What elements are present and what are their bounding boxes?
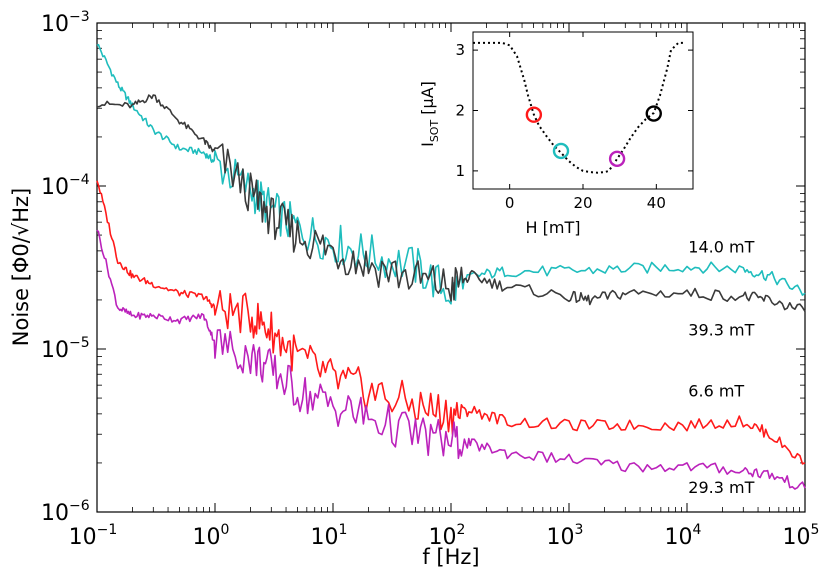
inset-y-label-main: I bbox=[418, 142, 437, 147]
inset-x-axis-label: H [mT] bbox=[526, 218, 581, 237]
tick-exponent: −6 bbox=[69, 498, 90, 514]
inset-dotted-curve bbox=[473, 41, 686, 174]
main-series-group bbox=[96, 43, 806, 490]
tick-exponent: 1 bbox=[339, 522, 348, 538]
x-tick-label: 103 bbox=[547, 522, 584, 550]
tick-exponent: 4 bbox=[693, 522, 702, 538]
inset-x-tick-label: 20 bbox=[573, 194, 592, 212]
series-line bbox=[96, 180, 806, 465]
tick-exponent: −3 bbox=[69, 9, 90, 25]
inset-marker bbox=[608, 150, 626, 168]
inset-x-tick-label: 40 bbox=[647, 194, 666, 212]
y-tick-label: 10−4 bbox=[41, 172, 90, 200]
series-line bbox=[96, 43, 806, 305]
x-tick-label: 100 bbox=[193, 522, 230, 550]
series-annotation: 14.0 mT bbox=[688, 237, 754, 256]
inset-marker bbox=[525, 106, 543, 123]
tick-exponent: −4 bbox=[69, 172, 90, 188]
tick-exponent: −1 bbox=[97, 522, 118, 538]
inset-x-tick-label: 0 bbox=[505, 194, 515, 212]
tick-base: 10 bbox=[41, 338, 69, 363]
tick-base: 10 bbox=[41, 501, 69, 526]
inset-y-axis-label: ISOT [μA] bbox=[418, 81, 441, 147]
series-line bbox=[96, 94, 806, 312]
tick-base: 10 bbox=[69, 525, 97, 550]
series-annotations: 14.0 mT 39.3 mT 6.6 mT 29.3 mT bbox=[688, 237, 754, 497]
tick-exponent: 2 bbox=[457, 522, 466, 538]
tick-base: 10 bbox=[665, 525, 693, 550]
y-tick-label: 10−6 bbox=[41, 498, 90, 526]
inset-y-label-unit: [μA] bbox=[418, 81, 437, 120]
series-annotation: 39.3 mT bbox=[688, 320, 754, 339]
inset-content: 0 20 40 1 2 3 bbox=[455, 32, 693, 212]
x-tick-label: 10−1 bbox=[69, 522, 118, 550]
y-tick-label: 10−5 bbox=[41, 335, 90, 363]
y-tick-label: 10−3 bbox=[41, 9, 90, 37]
inset-plot-area bbox=[472, 31, 694, 190]
tick-base: 10 bbox=[41, 12, 69, 37]
tick-base: 10 bbox=[193, 525, 221, 550]
x-axis-label: f [Hz] bbox=[422, 545, 479, 569]
x-tick-label: 102 bbox=[429, 522, 466, 550]
x-tick-label: 105 bbox=[783, 522, 820, 550]
x-tick-label: 101 bbox=[311, 522, 348, 550]
series-line bbox=[96, 229, 806, 490]
series-annotation: 6.6 mT bbox=[688, 381, 744, 400]
tick-exponent: 5 bbox=[811, 522, 820, 538]
inset-marker bbox=[645, 105, 662, 122]
tick-base: 10 bbox=[41, 175, 69, 200]
inset-y-tick-label: 2 bbox=[455, 102, 465, 120]
inset-y-tick-label: 3 bbox=[455, 41, 465, 59]
inset-marker bbox=[552, 142, 570, 160]
tick-base: 10 bbox=[311, 525, 339, 550]
x-tick-label: 104 bbox=[665, 522, 702, 550]
inset-y-tick-label: 1 bbox=[455, 162, 465, 180]
inset-y-label-sub: SOT bbox=[428, 120, 441, 143]
tick-base: 10 bbox=[547, 525, 575, 550]
tick-base: 10 bbox=[783, 525, 811, 550]
tick-exponent: −5 bbox=[69, 335, 90, 351]
tick-exponent: 3 bbox=[575, 522, 584, 538]
main-minor-ticks bbox=[97, 23, 805, 512]
y-axis-label: Noise [Φ0/√Hz] bbox=[9, 188, 33, 346]
series-annotation: 29.3 mT bbox=[688, 478, 754, 497]
main-major-ticks bbox=[96, 22, 806, 513]
tick-exponent: 0 bbox=[221, 522, 230, 538]
tick-base: 10 bbox=[429, 525, 457, 550]
